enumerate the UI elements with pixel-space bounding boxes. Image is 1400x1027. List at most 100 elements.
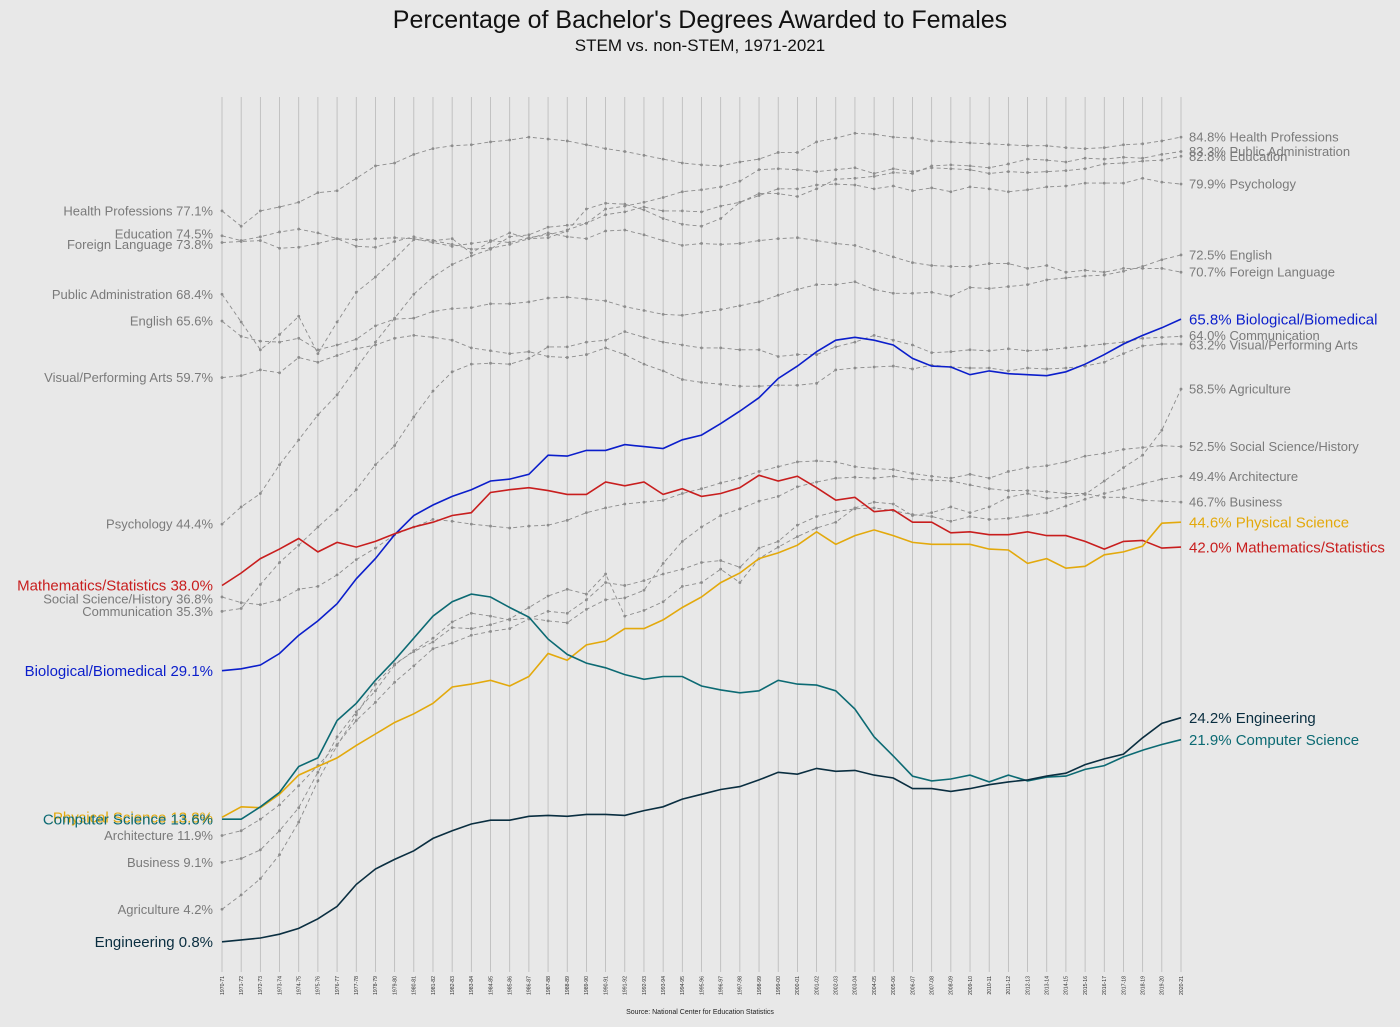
series-point bbox=[431, 239, 435, 242]
series-point bbox=[450, 243, 454, 246]
series-point bbox=[661, 340, 665, 344]
series-point bbox=[508, 231, 512, 235]
chart-title: Percentage of Bachelor's Degrees Awarded… bbox=[392, 6, 1008, 34]
series-point bbox=[1064, 504, 1068, 508]
x-tick-label: 2018-19 bbox=[1140, 976, 1146, 995]
series-point bbox=[278, 246, 281, 250]
series-point bbox=[700, 346, 703, 350]
series-point bbox=[1179, 182, 1183, 186]
series-point bbox=[1102, 273, 1106, 277]
series-point bbox=[987, 287, 991, 290]
series-point bbox=[930, 186, 934, 190]
x-tick-label: 2015-16 bbox=[1083, 976, 1089, 995]
series-point bbox=[930, 511, 934, 515]
series-line-physical-science bbox=[221, 521, 1182, 819]
series-point bbox=[642, 208, 646, 212]
series-end-label: 63.2% Visual/Performing Arts bbox=[1189, 338, 1358, 353]
series-point bbox=[1083, 454, 1087, 458]
series-point bbox=[987, 517, 991, 521]
series-start-label: Social Science/History 36.8% bbox=[43, 592, 213, 607]
series-point bbox=[891, 171, 895, 174]
series-point bbox=[1006, 190, 1010, 194]
series-point bbox=[1122, 487, 1125, 491]
series-point bbox=[968, 348, 972, 352]
series-point bbox=[796, 535, 799, 539]
series-point bbox=[872, 467, 876, 470]
series-point bbox=[642, 233, 646, 237]
series-point bbox=[930, 166, 934, 170]
series-point bbox=[700, 487, 703, 491]
series-point bbox=[1026, 157, 1029, 161]
series-point bbox=[1102, 162, 1106, 166]
series-point bbox=[968, 168, 972, 172]
x-tick-label: 2002-03 bbox=[834, 976, 840, 995]
series-point bbox=[757, 499, 761, 503]
series-point bbox=[1179, 154, 1183, 158]
series-point bbox=[469, 242, 473, 245]
series-point bbox=[661, 196, 665, 199]
series-point bbox=[604, 147, 607, 151]
series-point bbox=[776, 293, 780, 297]
series-point bbox=[1083, 344, 1087, 348]
series-point bbox=[316, 352, 320, 356]
series-point bbox=[757, 470, 761, 473]
series-point bbox=[1006, 285, 1010, 288]
series-point bbox=[796, 168, 799, 172]
series-point bbox=[1083, 167, 1087, 171]
series-point bbox=[431, 275, 435, 279]
series-point bbox=[374, 689, 377, 693]
series-start-label: Foreign Language 73.8% bbox=[67, 237, 213, 252]
series-point bbox=[354, 713, 358, 717]
series-point bbox=[220, 376, 224, 379]
x-tick-label: 1996-97 bbox=[718, 976, 724, 995]
x-tick-label: 1978-79 bbox=[373, 976, 379, 995]
series-point bbox=[220, 209, 224, 213]
series-point bbox=[316, 231, 320, 235]
x-tick-label: 1984-85 bbox=[488, 976, 494, 995]
series-point bbox=[335, 573, 339, 577]
series-point bbox=[680, 343, 684, 347]
series-point bbox=[1064, 495, 1068, 499]
series-point bbox=[316, 779, 320, 783]
series-point bbox=[220, 241, 224, 244]
series-point bbox=[949, 476, 953, 480]
series-point bbox=[776, 237, 780, 241]
series-point bbox=[1006, 347, 1010, 351]
series-point bbox=[354, 710, 358, 714]
x-tick-label: 2016-17 bbox=[1102, 976, 1108, 995]
series-point bbox=[258, 235, 262, 239]
series-point bbox=[1045, 144, 1049, 148]
series-end-label: 21.9% Computer Science bbox=[1189, 732, 1359, 749]
series-point bbox=[604, 299, 607, 303]
series-point bbox=[220, 292, 224, 296]
series-point bbox=[796, 353, 799, 356]
series-point bbox=[1179, 387, 1183, 391]
series-point bbox=[354, 238, 358, 242]
series-point bbox=[1122, 495, 1125, 499]
series-point bbox=[987, 166, 991, 170]
series-point bbox=[872, 365, 876, 369]
series-point bbox=[891, 184, 895, 188]
series-point bbox=[796, 236, 799, 240]
series-point bbox=[354, 488, 358, 492]
series-point bbox=[834, 460, 838, 464]
series-point bbox=[949, 265, 953, 268]
series-end-label: 46.7% Business bbox=[1189, 495, 1283, 510]
series-point bbox=[565, 345, 569, 349]
series-point bbox=[546, 236, 550, 240]
series-point bbox=[297, 543, 301, 547]
series-point bbox=[469, 247, 473, 251]
x-tick-label: 1982-83 bbox=[450, 976, 456, 995]
series-point bbox=[604, 207, 607, 211]
series-point bbox=[642, 579, 646, 583]
series-point bbox=[1006, 495, 1010, 499]
series-point bbox=[258, 848, 262, 852]
x-tick-label: 1975-76 bbox=[316, 976, 322, 995]
series-point bbox=[719, 308, 723, 311]
series-point bbox=[585, 237, 588, 241]
series-point bbox=[1141, 176, 1145, 180]
series-end-label: 44.6% Physical Science bbox=[1189, 514, 1349, 531]
series-point bbox=[374, 546, 377, 550]
series-start-label: Biological/Biomedical 29.1% bbox=[25, 663, 213, 680]
series-point bbox=[1160, 477, 1164, 481]
